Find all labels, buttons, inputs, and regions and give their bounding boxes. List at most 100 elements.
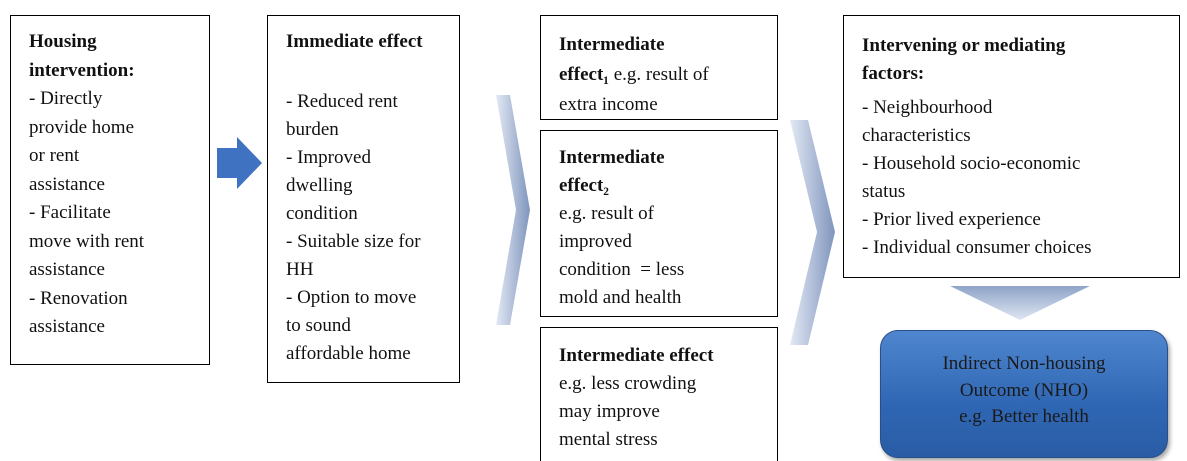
text: e.g. less crowding (559, 373, 697, 394)
text-line: - Suitable size for (286, 228, 459, 256)
node-box: Housing intervention: - Directly provide ho… (10, 15, 210, 365)
text: HH (286, 259, 314, 280)
text: Indirect Non-housing (942, 353, 1106, 374)
chevron (496, 95, 530, 325)
text: e.g. Better health (959, 406, 1089, 427)
text-line: condition = less (559, 256, 777, 284)
text-line: e.g. less crowding (559, 370, 777, 398)
node-box: Intermediate effect₂ e.g. result of improve… (540, 130, 778, 317)
text-line: extra income (559, 90, 777, 120)
text: - Reduced rent (286, 91, 398, 112)
node-box: Immediate effect - Reduced rent burden - Im… (267, 15, 460, 383)
text: may improve (559, 401, 660, 422)
text-line: Intervening or mediating (862, 32, 1179, 60)
text: effect₁ (559, 64, 609, 85)
text: intervention: (29, 59, 135, 81)
text-line: assistance (29, 313, 209, 342)
text-line: - Facilitate (29, 199, 209, 228)
text: mold and health (559, 287, 682, 308)
text-line: - Individual consumer choices (862, 234, 1179, 262)
text-line: may improve (559, 398, 777, 426)
text: burden (286, 119, 339, 140)
text: e.g. result of (608, 64, 709, 85)
text-line: - Directly (29, 85, 209, 114)
text-line: mental stress (559, 426, 777, 454)
text-line: Housing (29, 28, 209, 57)
text-line: Outcome (NHO) (881, 378, 1167, 405)
text: improved (559, 231, 632, 252)
text: mental stress (559, 429, 658, 450)
text-line: Intermediate (559, 30, 777, 60)
text-line: effect₂ (559, 172, 777, 200)
text-line: affordable home (286, 340, 459, 368)
text: Intermediate (559, 147, 665, 168)
text-line: characteristics (862, 122, 1179, 150)
text-line: - Option to move (286, 284, 459, 312)
text-line: intervention: (29, 57, 209, 86)
arrow (217, 137, 262, 189)
text: dwelling (286, 175, 353, 196)
text: Immediate effect (286, 31, 423, 52)
text-line: Intermediate effect (559, 342, 777, 370)
text-line: Immediate effect (286, 28, 459, 56)
text: Housing (29, 31, 97, 52)
text: assistance (29, 316, 105, 337)
text-line: - Reduced rent (286, 88, 459, 116)
text: move with rent (29, 230, 145, 252)
text-line: condition (286, 200, 459, 228)
text: provide home (29, 116, 135, 138)
text: assistance (29, 173, 105, 195)
text: assistance (29, 259, 105, 280)
text: - Facilitate (29, 202, 111, 223)
text-line: mold and health (559, 284, 777, 312)
text-line: Intermediate (559, 144, 777, 172)
text: - Renovation (29, 287, 128, 309)
text-line: improved (559, 228, 777, 256)
text: extra income (559, 94, 658, 115)
text: - Directly (29, 88, 103, 109)
text: - Suitable size for (286, 231, 421, 252)
text: characteristics (862, 125, 971, 146)
text-line: burden (286, 116, 459, 144)
outcome-box: Indirect Non-housing Outcome (NHO) e.g. Be… (880, 330, 1168, 458)
node-box: Intermediate effect₁ e.g. result of extra … (540, 15, 778, 120)
text-line: - Renovation (29, 285, 209, 314)
text: - Prior lived experience (862, 209, 1041, 230)
text: status (862, 181, 906, 202)
text-line: dwelling (286, 172, 459, 200)
text-line: status (862, 178, 1179, 206)
text: condition (286, 203, 358, 224)
text-line: - Improved (286, 144, 459, 172)
text: - Option to move (286, 287, 417, 308)
text-line: e.g. Better health (881, 404, 1167, 431)
text: condition = less (559, 259, 685, 280)
text: - Individual consumer choices (862, 237, 1092, 258)
text: affordable home (286, 343, 411, 364)
text: to sound (286, 315, 351, 336)
text: Intermediate effect (559, 345, 714, 366)
text-line: HH (286, 256, 459, 284)
text: or rent (29, 145, 80, 166)
text: effect₂ (559, 175, 609, 196)
text-line: provide home (29, 114, 209, 143)
text-line: Indirect Non-housing (881, 351, 1167, 378)
text-line: move with rent (29, 228, 209, 257)
text: Intermediate (559, 34, 665, 55)
text: - Household socio-economic (862, 153, 1081, 174)
text-line: - Household socio-economic (862, 150, 1179, 178)
text: Intervening or mediating (862, 35, 1066, 56)
text-line: effect₁ e.g. result of (559, 60, 777, 90)
text-line: or rent (29, 142, 209, 171)
text-line: - Neighbourhood (862, 94, 1179, 122)
text-line: e.g. result of (559, 200, 777, 228)
text: e.g. result of (559, 203, 654, 224)
chevron (950, 286, 1090, 320)
text-line: factors: (862, 60, 1179, 88)
text-line: assistance (29, 256, 209, 285)
chevron (790, 120, 835, 345)
text: factors: (862, 63, 925, 84)
text-line: to sound (286, 312, 459, 340)
node-box: Intermediate effect e.g. less crowding may… (540, 327, 778, 461)
